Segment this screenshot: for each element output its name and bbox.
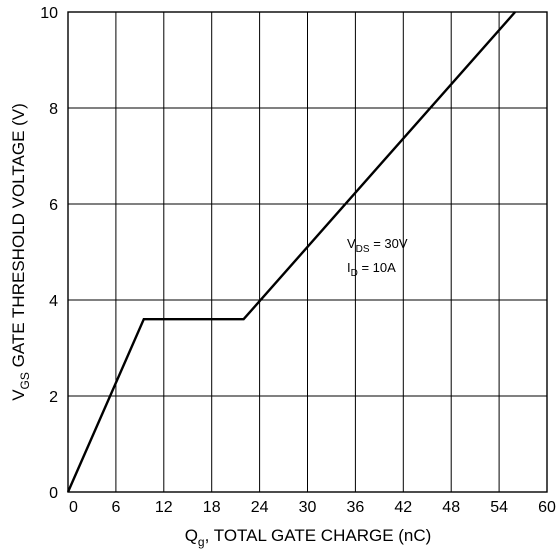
x-tick-label-1: 6 (111, 499, 120, 516)
x-tick-label-6: 36 (347, 499, 365, 516)
y-tick-label-3: 6 (49, 197, 58, 214)
annotation-id-rest: = 10A (358, 260, 396, 275)
annotation-vds-main: V (347, 236, 356, 251)
series-line-vgs (66, 11, 516, 493)
y-axis-label-rest: GATE THRESHOLD VOLTAGE (V) (9, 103, 28, 372)
annotation-id: ID = 10A (347, 260, 396, 279)
annotation-vds-subscript: DS (356, 244, 370, 255)
x-tick-labels: 0 6 12 18 24 30 36 42 48 54 60 (69, 499, 556, 516)
y-axis-label-main: V (9, 389, 28, 401)
x-axis-label: Qg, TOTAL GATE CHARGE (nC) (185, 526, 432, 549)
annotation-vds-rest: = 30V (370, 236, 408, 251)
x-tick-label-2: 12 (155, 499, 173, 516)
grid-lines (68, 12, 547, 492)
annotation-id-subscript: D (351, 268, 358, 279)
y-tick-label-1: 2 (49, 389, 58, 406)
y-tick-label-4: 8 (49, 101, 58, 118)
x-tick-label-9: 54 (490, 499, 508, 516)
y-tick-label-2: 4 (49, 293, 58, 310)
plot-frame (67, 11, 548, 493)
x-axis-label-main: Q (185, 526, 198, 545)
x-axis-label-rest: , TOTAL GATE CHARGE (nC) (205, 526, 432, 545)
x-tick-label-4: 24 (251, 499, 269, 516)
x-tick-label-7: 42 (394, 499, 412, 516)
y-tick-labels: 0 2 4 6 8 10 (40, 5, 58, 502)
y-axis-label: VGS GATE THRESHOLD VOLTAGE (V) (9, 103, 32, 401)
y-tick-label-5: 10 (40, 5, 58, 22)
annotation-vds: VDS = 30V (347, 236, 408, 255)
x-tick-label-8: 48 (442, 499, 460, 516)
annotation-id-main: I (347, 260, 351, 275)
x-tick-label-3: 18 (203, 499, 221, 516)
x-axis-label-subscript: g (198, 535, 205, 549)
x-tick-label-0: 0 (69, 499, 78, 516)
y-tick-label-0: 0 (49, 485, 58, 502)
x-tick-label-10: 60 (538, 499, 556, 516)
y-axis-label-subscript: GS (18, 372, 32, 389)
x-tick-label-5: 30 (299, 499, 317, 516)
